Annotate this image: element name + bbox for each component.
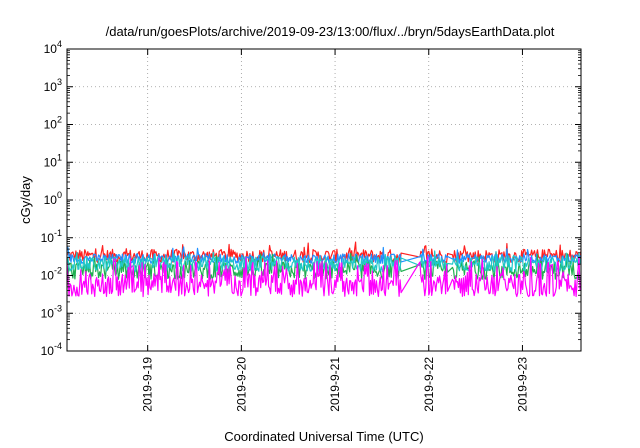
chart-title: /data/run/goesPlots/archive/2019-09-23/1… [106,24,555,39]
ticks: 10-4 10-3 10-2 10-1 100 101 102 103 104 2019-9-19… [41,39,581,412]
x-tick-label: 2019-9-20 [234,357,248,412]
x-tick-label: 2019-9-21 [328,357,342,412]
series-line-4 [66,256,582,298]
x-tick-label: 2019-9-22 [422,357,436,412]
y-tick-label: 103 [44,77,62,94]
y-tick-label: 102 [44,115,62,132]
y-axis-label: cGy/day [18,176,33,224]
y-tick-label: 104 [44,39,62,56]
y-tick-label: 10-2 [41,266,62,283]
series-layer [66,241,582,298]
grid [67,49,581,351]
y-tick-label: 10-3 [41,303,62,320]
x-axis-label: Coordinated Universal Time (UTC) [224,429,423,444]
y-tick-label: 10-4 [41,341,62,358]
y-tick-label: 101 [44,152,62,169]
y-tick-label: 10-1 [41,228,62,245]
x-tick-label: 2019-9-19 [141,357,155,412]
series-line-3 [66,250,582,273]
x-tick-label: 2019-9-23 [515,357,529,412]
y-tick-label: 100 [44,190,62,207]
